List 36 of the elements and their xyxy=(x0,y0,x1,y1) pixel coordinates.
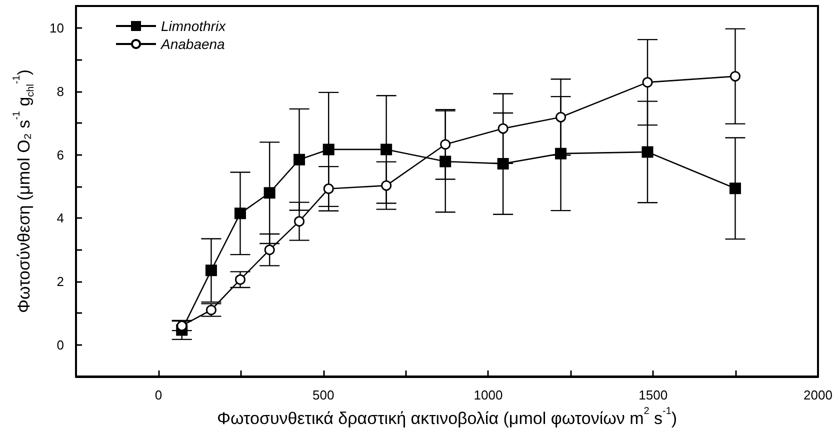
x-tick-label: 500 xyxy=(312,388,334,402)
point xyxy=(498,123,508,134)
point xyxy=(264,244,275,256)
point xyxy=(322,144,334,156)
x-tick-label: 2000 xyxy=(804,388,832,402)
point xyxy=(323,183,334,194)
point xyxy=(234,274,246,285)
legend-label: Anabaena xyxy=(160,36,226,52)
y-tick-label: 8 xyxy=(56,84,64,99)
point xyxy=(642,146,654,158)
y-tick-label: 6 xyxy=(56,147,64,162)
point xyxy=(730,71,740,82)
point xyxy=(294,154,306,166)
point xyxy=(294,216,305,227)
point xyxy=(205,264,217,276)
y-tick-label: 0 xyxy=(56,337,64,352)
point xyxy=(555,148,567,160)
y-tick-label: 2 xyxy=(56,274,64,289)
point xyxy=(729,182,741,194)
x-tick-label: 0 xyxy=(154,388,162,402)
point xyxy=(234,208,246,220)
point xyxy=(380,144,392,156)
y-tick-label: 4 xyxy=(56,210,64,226)
point xyxy=(440,139,451,150)
legend-label: Limnothrix xyxy=(161,18,227,34)
point xyxy=(264,187,276,199)
x-tick-label: 1500 xyxy=(638,388,668,402)
point xyxy=(497,158,509,170)
point xyxy=(176,320,188,332)
point xyxy=(642,77,653,88)
x-tick-label: 1000 xyxy=(474,388,503,402)
point xyxy=(440,156,452,168)
y-axis-title: Φωτοσύνθεση (μmol O₂ s-1 gchl-1) xyxy=(12,69,36,314)
y-tick-label: 10 xyxy=(50,20,64,36)
point xyxy=(381,180,392,191)
point xyxy=(556,112,566,122)
